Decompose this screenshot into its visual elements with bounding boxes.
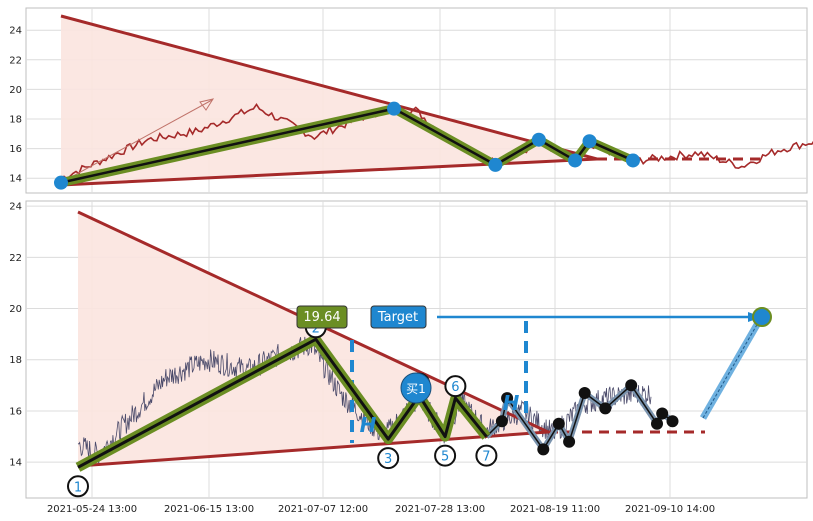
top-pattern [54,101,640,190]
bottom-y-tick-label: 18 [9,355,22,366]
top-y-tick-label: 16 [9,144,22,155]
top-pattern-point [625,153,640,168]
bottom-lower-trendline [77,430,549,468]
top-y-tick-label: 24 [9,26,22,37]
top-y-tick-label: 20 [9,85,22,96]
bottom-y-axis: 14 16 18 20 22 24 [9,202,22,469]
height-label-1: H [360,413,377,437]
top-pattern-point [582,134,597,149]
top-upper-trendline [60,14,598,161]
bottom-y-tick-label: 14 [9,458,22,469]
bottom-x-tick-label: 2021-07-07 12:00 [278,504,368,515]
target-projection-line [699,314,766,420]
top-pattern-point [531,132,546,147]
pattern-point-marker [377,447,400,470]
top-pattern-point [387,101,402,116]
follow-point [563,435,576,448]
pattern-point-label: 5 [441,450,449,465]
pattern-point-label: 2 [312,321,320,336]
bottom-y-tick-label: 22 [9,253,22,264]
top-y-tick-label: 14 [9,174,22,185]
follow-point [625,379,638,392]
follow-point [501,392,514,405]
bottom-x-tick-label: 2021-05-24 13:00 [47,504,137,515]
target-marker [752,307,772,327]
bottom-y-tick-label: 20 [9,304,22,315]
bottom-x-tick-label: 2021-08-19 11:00 [510,504,600,515]
pattern-point-marker [434,444,457,467]
pattern-point-label: 7 [482,450,490,465]
follow-point [537,443,550,456]
target-box [370,305,427,329]
peak-value-label: 19.64 [303,310,340,325]
top-lower-trendline [60,157,598,187]
follow-point [666,415,679,428]
follow-point [651,417,663,430]
bottom-y-tick-label: 24 [9,202,22,213]
top-y-tick-label: 22 [9,55,22,66]
pattern-point-label: 1 [74,480,82,495]
follow-point [656,407,669,420]
pattern-point-label: 6 [451,380,459,395]
top-thin-arrow [63,99,213,182]
top-thin-arrow-head [199,98,215,111]
bottom-x-axis: 2021-05-24 13:00 2021-06-15 13:00 2021-07-… [47,504,715,515]
pattern-point-marker [444,375,467,398]
top-y-tick-label: 18 [9,115,22,126]
bottom-x-tick-label: 2021-07-28 13:00 [395,504,485,515]
bottom-y-tick-label: 16 [9,406,22,417]
peak-value-box [296,305,348,329]
top-pattern-point [568,153,583,168]
pattern-point-marker [67,475,89,498]
height-label-2: H [503,391,520,415]
bottom-x-tick-label: 2021-06-15 13:00 [164,504,254,515]
bottom-follow-path [484,379,679,456]
target-label: Target [377,310,418,325]
buy-label: 买1 [406,382,426,396]
bottom-x-tick-label: 2021-09-10 14:00 [625,504,715,515]
buy-marker [400,372,432,404]
follow-point [552,417,565,430]
top-pattern-point [54,175,68,190]
pattern-point-label: 3 [384,452,392,467]
top-panel: 14 16 18 20 22 24 [9,7,813,194]
top-y-axis: 14 16 18 20 22 24 [9,26,22,185]
follow-point [495,415,508,428]
top-pattern-point [488,157,503,172]
follow-point [599,402,612,415]
pattern-point-marker [475,444,498,467]
follow-point [578,387,591,399]
